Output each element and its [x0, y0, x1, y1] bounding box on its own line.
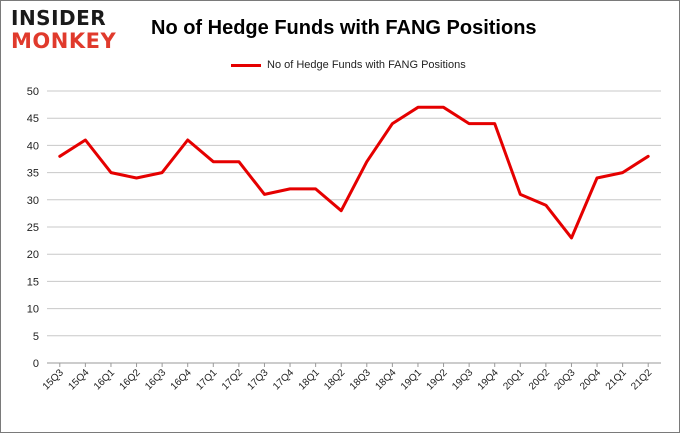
y-axis-ticks: 0 5 10 15 20 25 30 35 40 45 50	[27, 86, 39, 370]
y-tick-label: 25	[27, 222, 39, 234]
x-tick-label: 15Q3	[41, 367, 66, 392]
x-tick-label: 15Q4	[66, 367, 91, 392]
logo-line-insider: INSIDER	[11, 6, 107, 30]
x-tick-label: 19Q4	[476, 367, 501, 392]
x-tick-label: 17Q1	[194, 367, 219, 392]
x-tick-label: 16Q2	[118, 367, 143, 392]
logo-line-monkey: MONKEY	[11, 29, 117, 53]
x-tick-label: 18Q4	[373, 367, 398, 392]
x-tick-label: 20Q3	[552, 367, 577, 392]
x-tick-label: 20Q1	[501, 367, 526, 392]
legend-label: No of Hedge Funds with FANG Positions	[267, 59, 466, 71]
x-tick-label: 19Q2	[425, 367, 450, 392]
x-tick-label: 20Q4	[578, 367, 603, 392]
insider-monkey-logo: INSIDER MONKEY	[9, 3, 131, 57]
x-tick-label: 18Q2	[322, 367, 347, 392]
x-tick-label: 17Q2	[220, 367, 245, 392]
series-layer	[58, 105, 650, 240]
x-tick-label: 18Q1	[297, 367, 322, 392]
x-tick-label: 16Q3	[143, 367, 168, 392]
x-tick-label: 16Q4	[169, 367, 194, 392]
x-tick-label: 20Q2	[527, 367, 552, 392]
x-tick-label: 21Q2	[629, 367, 654, 392]
x-tick-label: 18Q3	[348, 367, 373, 392]
y-tick-label: 10	[27, 304, 39, 316]
x-tick-label: 19Q1	[399, 367, 424, 392]
series-line	[58, 105, 650, 240]
x-tick-label: 16Q1	[92, 367, 117, 392]
x-tick-label: 19Q3	[450, 367, 475, 392]
chart-legend: No of Hedge Funds with FANG Positions	[231, 57, 466, 73]
x-axis-ticks: 15Q3 15Q4 16Q1 16Q2 16Q3 16Q4 17Q1 17Q2 17Q3 17Q4…	[41, 363, 655, 392]
grid-lines	[47, 90, 661, 364]
y-tick-label: 50	[27, 86, 39, 98]
y-tick-label: 5	[33, 331, 39, 343]
chart-title: No of Hedge Funds with FANG Positions	[151, 17, 537, 39]
y-tick-label: 35	[27, 168, 39, 180]
y-tick-label: 0	[33, 358, 39, 370]
y-tick-label: 20	[27, 249, 39, 261]
legend-swatch	[231, 63, 261, 67]
x-tick-label: 21Q1	[604, 367, 629, 392]
y-tick-label: 45	[27, 113, 39, 125]
y-tick-label: 30	[27, 195, 39, 207]
y-tick-label: 15	[27, 276, 39, 288]
y-tick-label: 40	[27, 140, 39, 152]
x-tick-label: 17Q3	[245, 367, 270, 392]
x-tick-label: 17Q4	[271, 367, 296, 392]
